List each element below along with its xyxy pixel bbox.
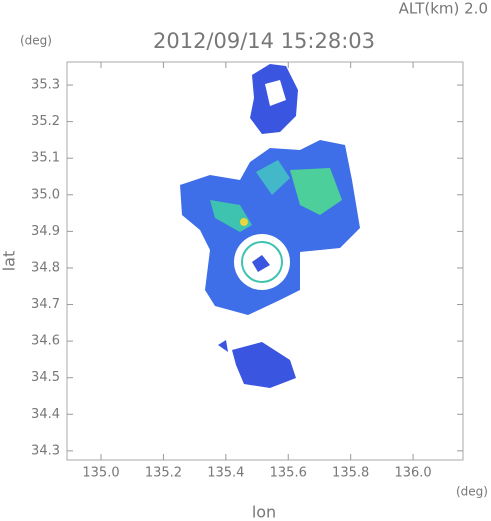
x-tick-label: 135.8: [332, 466, 369, 481]
y-tick-label: 34.3: [31, 443, 60, 458]
y-tick-label: 34.8: [31, 260, 60, 275]
x-tick-label: 135.0: [82, 466, 119, 481]
radar-echo: [180, 64, 360, 388]
y-tick-label: 34.5: [31, 370, 60, 385]
y-tick-label: 34.7: [31, 297, 60, 312]
y-tick-label: 35.2: [31, 114, 60, 129]
y-tick-label: 34.9: [31, 224, 60, 239]
x-axis-label: lon: [252, 503, 276, 521]
y-tick-label: 35.0: [31, 187, 60, 202]
plot-frame: [66, 61, 464, 461]
y-tick-label: 35.1: [31, 151, 60, 166]
x-tick-label: 135.6: [270, 466, 307, 481]
chart-title: 2012/09/14 15:28:03: [153, 29, 375, 53]
x-tick-label: 135.2: [145, 466, 182, 481]
y-tick-label: 34.4: [31, 407, 60, 422]
y-axis-label: lat: [0, 251, 19, 272]
altitude-label: ALT(km) 2.0: [399, 0, 488, 18]
x-tick-label: 136.0: [394, 466, 431, 481]
x-unit: (deg): [456, 485, 488, 499]
y-tick-label: 35.3: [31, 78, 60, 93]
y-unit: (deg): [20, 34, 52, 48]
y-tick-label: 34.6: [31, 334, 60, 349]
x-tick-label: 135.4: [207, 466, 244, 481]
